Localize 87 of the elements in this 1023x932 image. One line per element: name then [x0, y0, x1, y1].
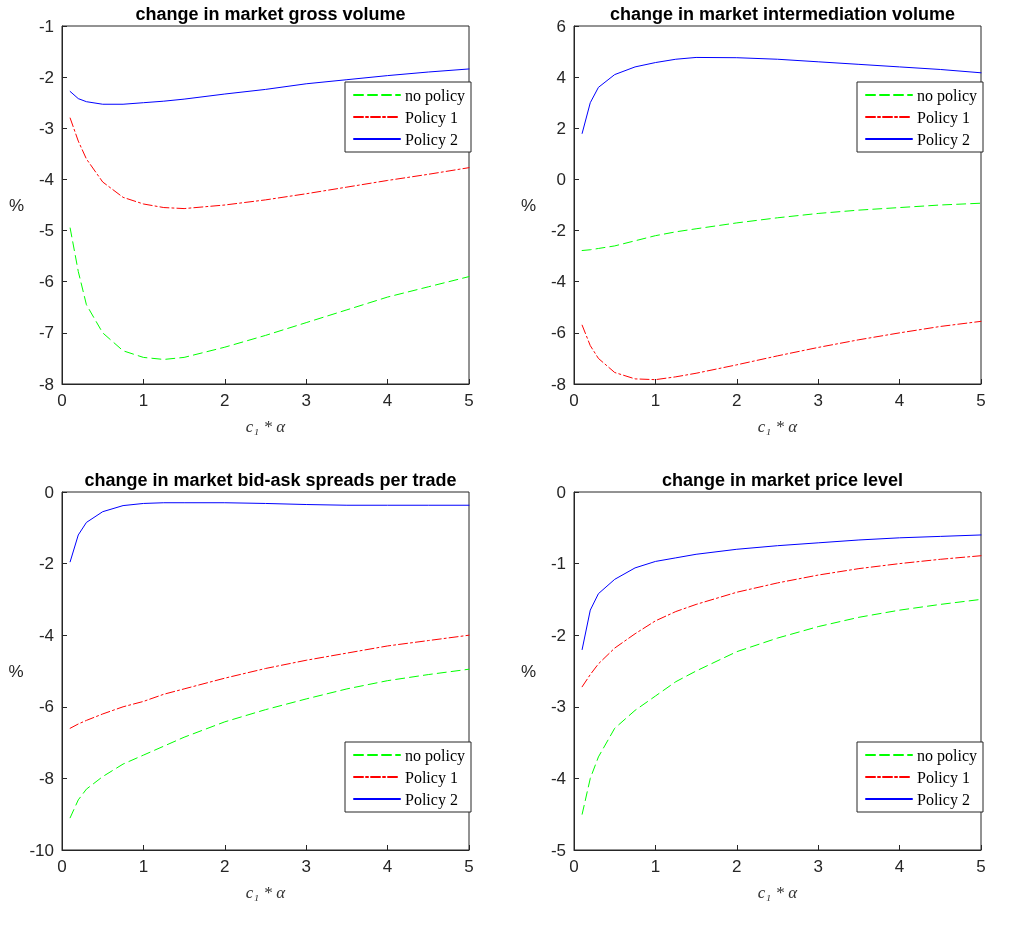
legend-label: Policy 2	[917, 130, 970, 149]
legend-label: no policy	[405, 746, 466, 765]
x-tick-label: 5	[976, 391, 986, 410]
x-tick-label: 0	[57, 391, 67, 410]
x-tick-label: 0	[57, 857, 67, 876]
y-tick-label: 2	[556, 118, 566, 138]
y-tick-label: 0	[44, 482, 54, 502]
line-series	[581, 555, 982, 688]
line-series	[581, 202, 982, 252]
x-tick-label: 2	[732, 391, 742, 410]
legend-label: no policy	[917, 86, 978, 105]
x-tick-label: 2	[732, 857, 742, 876]
y-tick-label: 0	[556, 482, 566, 502]
x-axis-title: c₁ * α	[757, 417, 799, 436]
y-tick-label: 6	[556, 16, 566, 36]
legend-label: Policy 2	[405, 130, 458, 149]
y-tick-label: 0	[556, 169, 566, 189]
line-series	[581, 534, 982, 651]
legend-label: Policy 1	[917, 768, 970, 787]
y-tick-label: -3	[550, 697, 566, 717]
y-tick-label: -8	[550, 374, 566, 394]
x-tick-label: 0	[569, 391, 579, 410]
y-tick-label: -2	[550, 625, 566, 645]
line-series	[69, 502, 470, 563]
x-axis-title: c₁ * α	[245, 883, 287, 902]
x-tick-label: 2	[220, 391, 230, 410]
y-tick-label: -5	[550, 840, 566, 860]
x-tick-label: 3	[813, 391, 823, 410]
y-axis-title: %	[520, 661, 536, 681]
y-tick-label: -8	[38, 374, 54, 394]
line-series	[69, 68, 470, 105]
line-series	[69, 668, 470, 819]
legend-label: Policy 1	[405, 768, 458, 787]
y-axis-title: %	[8, 195, 24, 215]
line-series	[581, 320, 982, 381]
line-series	[581, 598, 982, 815]
legend-label: no policy	[917, 746, 978, 765]
x-tick-label: 1	[138, 391, 149, 410]
legend-label: no policy	[405, 86, 466, 105]
x-tick-label: 4	[382, 857, 393, 876]
chart-title: change in market bid-ask spreads per trade	[84, 470, 457, 490]
y-tick-label: -3	[38, 118, 54, 138]
y-tick-label: -8	[38, 768, 54, 788]
x-tick-label: 2	[220, 857, 230, 876]
y-tick-label: -4	[38, 169, 54, 189]
y-tick-label: -4	[38, 625, 54, 645]
y-tick-label: -10	[29, 840, 54, 860]
x-tick-label: 1	[650, 391, 661, 410]
y-tick-label: -2	[38, 67, 54, 87]
y-tick-label: -4	[550, 272, 566, 292]
y-tick-label: -7	[38, 323, 54, 343]
x-tick-label: 4	[894, 391, 905, 410]
x-tick-label: 5	[976, 857, 986, 876]
x-tick-label: 5	[464, 391, 474, 410]
y-tick-label: -6	[38, 272, 54, 292]
legend-label: Policy 2	[405, 790, 458, 809]
line-series	[69, 227, 470, 360]
x-tick-label: 4	[382, 391, 393, 410]
x-tick-label: 5	[464, 857, 474, 876]
chart-title: change in market gross volume	[135, 4, 406, 24]
line-series	[69, 634, 470, 729]
x-tick-label: 3	[301, 857, 311, 876]
x-tick-label: 3	[813, 857, 823, 876]
x-axis-title: c₁ * α	[757, 883, 799, 902]
chart-title: change in market intermediation volume	[609, 4, 956, 24]
y-axis-title: %	[520, 195, 536, 215]
y-axis-title: %	[8, 661, 24, 681]
legend-label: Policy 1	[405, 108, 458, 127]
y-tick-label: -6	[38, 697, 54, 717]
x-tick-label: 3	[301, 391, 311, 410]
x-axis-title: c₁ * α	[245, 417, 287, 436]
chart-title: change in market price level	[661, 470, 904, 490]
legend-label: Policy 1	[917, 108, 970, 127]
y-tick-label: -1	[38, 16, 54, 36]
y-tick-label: -6	[550, 323, 566, 343]
y-tick-label: -2	[38, 554, 54, 574]
x-tick-label: 1	[138, 857, 149, 876]
legend-label: Policy 2	[917, 790, 970, 809]
y-tick-label: -5	[38, 221, 54, 241]
y-tick-label: -1	[550, 554, 566, 574]
y-tick-label: -4	[550, 768, 566, 788]
y-tick-label: -2	[550, 221, 566, 241]
y-tick-label: 4	[556, 67, 566, 87]
x-tick-label: 4	[894, 857, 905, 876]
line-series	[581, 56, 982, 134]
x-tick-label: 0	[569, 857, 579, 876]
x-tick-label: 1	[650, 857, 661, 876]
